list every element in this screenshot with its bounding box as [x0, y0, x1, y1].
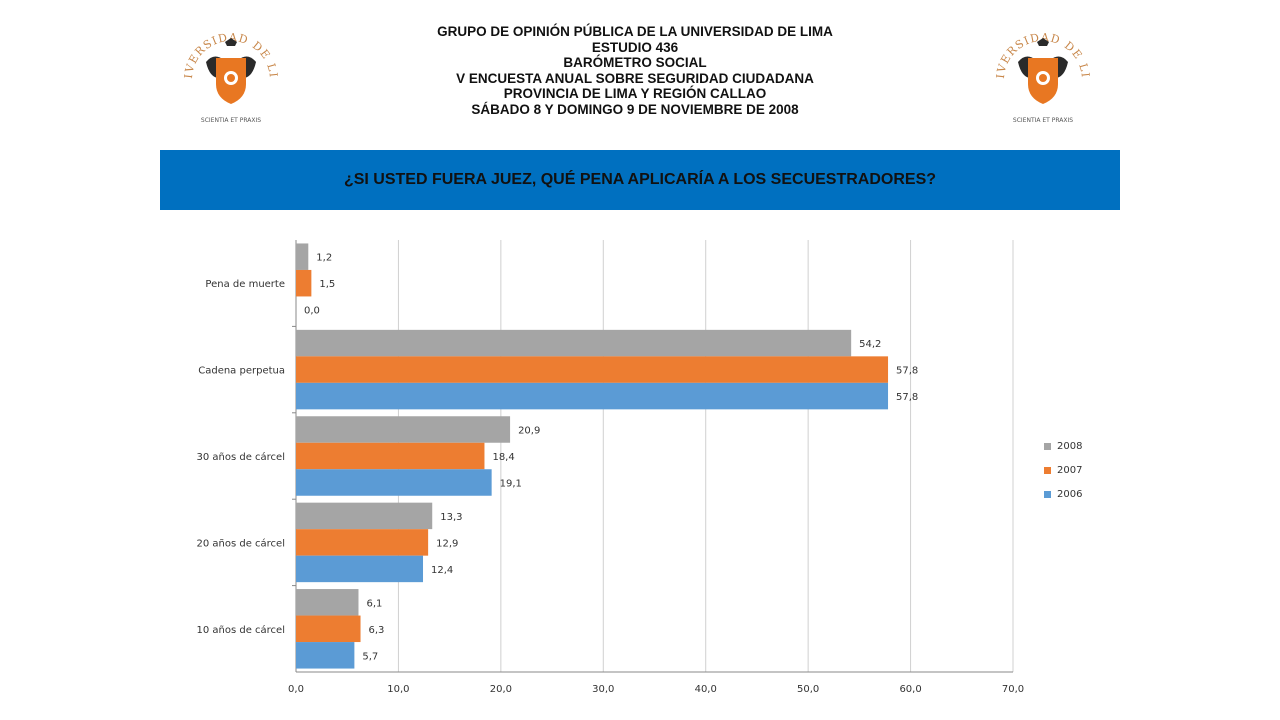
legend-swatch	[1044, 442, 1051, 450]
header-line-6: SÁBADO 8 Y DOMINGO 9 DE NOVIEMBRE DE 200…	[471, 101, 799, 117]
data-label: 12,4	[431, 565, 453, 576]
chart-legend: 2008 2007 2006	[1044, 434, 1082, 506]
bar-2008	[296, 416, 511, 443]
survey-header: GRUPO DE OPINIÓN PÚBLICA DE LA UNIVERSID…	[300, 24, 970, 117]
header-line-5: PROVINCIA DE LIMA Y REGIÓN CALLAO	[503, 86, 767, 101]
bar-2007	[296, 615, 361, 643]
bar-2008	[296, 589, 359, 616]
question-banner: ¿SI USTED FUERA JUEZ, QUÉ PENA APLICARÍA…	[160, 150, 1120, 210]
bar-2007	[296, 269, 312, 297]
x-tick-label: 50,0	[797, 684, 819, 695]
data-label: 13,3	[440, 512, 462, 523]
legend-label: 2007	[1057, 464, 1083, 476]
header-line-4: V ENCUESTA ANUAL SOBRE SEGURIDAD CIUDADA…	[456, 70, 814, 86]
data-label: 0,0	[304, 306, 320, 317]
x-tick-label: 10,0	[387, 684, 409, 695]
data-label: 1,2	[316, 253, 332, 264]
universidad-de-lima-logo-right: UNIVERSIDAD DE LIMA SCIENTIA ET PRAXIS	[990, 18, 1091, 124]
data-label: 54,2	[859, 339, 881, 350]
legend-item-2007: 2007	[1044, 458, 1082, 482]
bar-2006	[296, 382, 889, 410]
bar-2006	[296, 469, 492, 496]
data-label: 12,9	[436, 538, 458, 549]
category-label: Pena de muerte	[205, 279, 285, 290]
category-label: 20 años de cárcel	[196, 537, 285, 549]
data-label: 57,8	[896, 392, 918, 403]
x-tick-label: 30,0	[592, 684, 614, 695]
svg-text:SCIENTIA ET PRAXIS: SCIENTIA ET PRAXIS	[1013, 117, 1073, 124]
data-label: 6,1	[366, 598, 382, 609]
bar-2006	[296, 555, 424, 583]
x-tick-label: 0,0	[288, 684, 304, 695]
svg-text:SCIENTIA ET PRAXIS: SCIENTIA ET PRAXIS	[201, 117, 261, 124]
legend-label: 2008	[1057, 440, 1083, 452]
data-label: 18,4	[492, 452, 514, 463]
bar-2007	[296, 442, 485, 470]
bar-2008	[296, 243, 309, 270]
data-label: 20,9	[518, 426, 540, 437]
x-tick-label: 70,0	[1002, 684, 1024, 695]
header-line-3: BARÓMETRO SOCIAL	[563, 55, 707, 70]
category-label: 30 años de cárcel	[196, 451, 285, 463]
bar-2008	[296, 329, 852, 357]
bar-2007	[296, 356, 889, 383]
category-label: 10 años de cárcel	[196, 624, 285, 636]
data-label: 1,5	[319, 279, 335, 290]
data-label: 19,1	[500, 479, 522, 490]
legend-item-2008: 2008	[1044, 434, 1082, 458]
universidad-de-lima-logo-left: UNIVERSIDAD DE LIMA SCIENTIA ET PRAXIS	[178, 18, 279, 124]
data-label: 6,3	[369, 625, 385, 636]
legend-swatch	[1044, 466, 1051, 474]
x-tick-label: 40,0	[695, 684, 717, 695]
category-label: Cadena perpetua	[198, 366, 285, 377]
data-label: 5,7	[362, 651, 378, 662]
x-tick-label: 20,0	[490, 684, 512, 695]
bar-2006	[296, 642, 355, 669]
header-line-2: ESTUDIO 436	[591, 39, 679, 55]
legend-label: 2006	[1057, 488, 1083, 500]
question-text: ¿SI USTED FUERA JUEZ, QUÉ PENA APLICARÍA…	[343, 171, 937, 188]
x-tick-label: 60,0	[899, 684, 921, 695]
bar-2007	[296, 529, 429, 556]
bar-2008	[296, 502, 433, 530]
header-line-1: GRUPO DE OPINIÓN PÚBLICA DE LA UNIVERSID…	[437, 24, 833, 39]
data-label: 57,8	[896, 366, 918, 377]
legend-item-2006: 2006	[1044, 482, 1082, 506]
legend-swatch	[1044, 490, 1051, 498]
